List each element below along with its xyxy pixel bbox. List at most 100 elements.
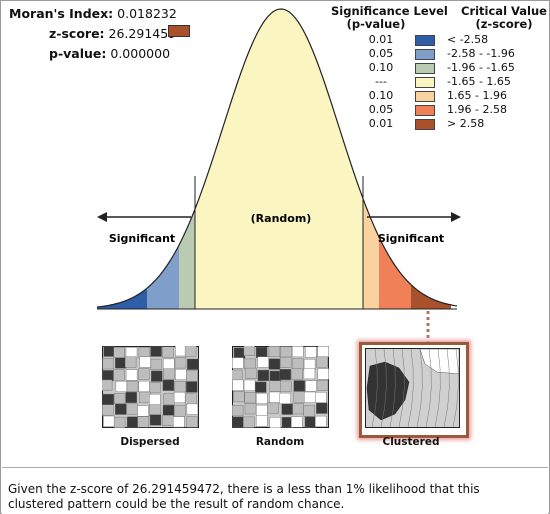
legend-level: 0.01 xyxy=(368,33,394,46)
map-cell xyxy=(244,403,257,415)
conclusion-caption: Given the z-score of 26.291459472, there… xyxy=(2,467,548,514)
map-cell xyxy=(269,391,281,403)
map-cell xyxy=(103,415,115,427)
z-score-value: 26.291459 xyxy=(108,26,177,41)
map-cell xyxy=(233,391,245,403)
band-low-001 xyxy=(97,9,147,309)
legend-swatch xyxy=(415,91,435,102)
map-boundary-line xyxy=(371,348,378,428)
map-cell xyxy=(291,416,303,428)
map-boundary-line xyxy=(407,348,414,428)
legend-swatch xyxy=(415,35,435,46)
map-cell xyxy=(268,346,281,358)
map-cell xyxy=(316,402,328,414)
map-cell xyxy=(269,370,282,382)
critical-value-header: Critical Value (z-score) xyxy=(459,5,549,31)
map-cell xyxy=(184,346,197,357)
random-label-thumb: Random xyxy=(255,436,305,448)
legend-swatch xyxy=(415,105,435,116)
clustered-label: Clustered xyxy=(382,436,440,448)
map-cell xyxy=(187,358,199,370)
map-cell xyxy=(315,415,327,427)
legend-level: 0.10 xyxy=(368,89,394,102)
map-cell xyxy=(139,356,151,368)
map-cell xyxy=(175,369,187,381)
map-cell xyxy=(114,403,127,415)
map-boundary-line xyxy=(416,348,423,428)
map-cell xyxy=(113,369,125,381)
map-cell xyxy=(304,416,317,428)
map-cell xyxy=(244,392,256,404)
map-cell xyxy=(162,379,175,391)
map-cell xyxy=(314,392,327,404)
map-cell xyxy=(102,358,114,370)
map-cell xyxy=(138,380,150,392)
map-cell xyxy=(292,346,304,358)
map-cell xyxy=(256,415,268,427)
legend-swatch xyxy=(415,77,435,88)
legend-level: 0.05 xyxy=(368,103,394,116)
map-cell xyxy=(293,380,305,392)
map-cell xyxy=(113,347,125,359)
map-cell xyxy=(232,416,245,428)
map-cell xyxy=(126,403,138,415)
significance-level-header: Significance Level (p-value) xyxy=(331,4,448,31)
legend-range: 1.96 - 2.58 xyxy=(447,103,507,116)
map-cell xyxy=(115,381,128,393)
map-cell xyxy=(163,358,175,370)
significance-level-title: Significance Level xyxy=(331,4,448,18)
map-cell xyxy=(186,403,199,415)
curve-bands xyxy=(97,9,451,309)
map-cell xyxy=(172,416,185,428)
p-value-row: p-value: 0.000000 xyxy=(49,46,170,61)
legend-level: 0.10 xyxy=(368,61,394,74)
map-cell xyxy=(113,393,126,405)
z-score-row: z-score: 26.291459 xyxy=(49,26,176,41)
map-cell xyxy=(162,346,174,358)
map-cell xyxy=(269,417,281,428)
map-cell xyxy=(173,405,186,417)
map-cell xyxy=(139,391,151,403)
map-cell xyxy=(186,370,198,382)
map-cell xyxy=(232,369,243,381)
map-cell xyxy=(163,368,175,380)
map-cell xyxy=(232,405,244,417)
legend-level: 0.01 xyxy=(368,117,394,130)
p-value-label: p-value: xyxy=(49,46,107,61)
left-arrow-head xyxy=(97,212,107,222)
map-cell xyxy=(126,380,139,392)
map-boundary-line xyxy=(434,348,441,428)
map-cells xyxy=(102,346,199,428)
map-cell xyxy=(113,416,126,428)
morans-index-row: Moran's Index: 0.018232 xyxy=(9,6,177,21)
map-cell xyxy=(102,393,114,405)
p-value-value: 0.000000 xyxy=(110,46,171,61)
random-label: (Random) xyxy=(251,212,312,225)
map-cell xyxy=(291,368,303,380)
map-cell xyxy=(174,381,187,393)
legend-level: 0.05 xyxy=(368,47,394,60)
map-cell xyxy=(175,346,187,357)
legend-level: --- xyxy=(375,75,387,88)
map-cell xyxy=(151,370,163,382)
map-cell xyxy=(149,414,162,426)
map-cell xyxy=(316,380,329,392)
map-cell xyxy=(149,404,161,416)
map-cell xyxy=(256,404,268,416)
map-cell xyxy=(150,346,162,357)
legend-range: > 2.58 xyxy=(447,117,485,130)
map-cell xyxy=(280,346,292,358)
map-cell xyxy=(138,347,151,359)
legend-swatch xyxy=(415,49,435,60)
map-cell xyxy=(243,346,256,356)
normal-distribution-curve: Significant Significant (Random) xyxy=(96,8,461,343)
legend-range: -1.96 - -1.65 xyxy=(447,61,515,74)
map-boundary-line xyxy=(443,348,450,428)
significant-left-label: Significant xyxy=(109,232,175,245)
map-cell xyxy=(305,380,317,392)
morans-index-label: Moran's Index: xyxy=(9,6,114,21)
legend-range: 1.65 - 1.96 xyxy=(447,89,507,102)
map-cell xyxy=(303,405,315,417)
map-cell xyxy=(280,356,292,368)
